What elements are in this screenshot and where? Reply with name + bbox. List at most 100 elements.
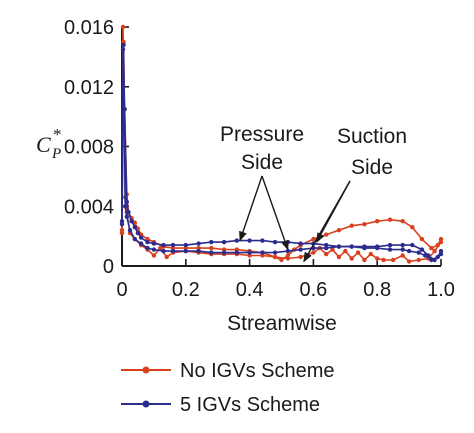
y-tick-label: 0.008	[64, 137, 114, 159]
data-point	[161, 248, 166, 254]
data-point	[121, 42, 126, 48]
data-point	[196, 248, 201, 254]
data-point	[406, 248, 412, 254]
data-point	[400, 253, 405, 258]
ticks-layer: 0 0.004 0.008 0.012 0.016 0 0.2 0.4 0.6 0.8 1.0	[64, 17, 455, 301]
data-point	[272, 239, 278, 245]
legend-swatch-no-igvs-marker	[142, 366, 150, 374]
data-point	[400, 242, 405, 248]
y-axis-title: C P *	[36, 125, 62, 162]
data-point	[221, 250, 227, 255]
data-point	[145, 245, 150, 251]
data-point	[161, 242, 166, 248]
data-point	[120, 24, 126, 30]
data-point	[151, 247, 157, 252]
data-point	[349, 256, 354, 261]
data-point	[221, 239, 227, 245]
data-point	[375, 256, 380, 261]
data-point	[298, 254, 303, 260]
data-point	[170, 242, 176, 248]
data-point	[170, 248, 176, 254]
data-point	[432, 257, 437, 263]
data-point	[119, 228, 125, 233]
data-point	[324, 245, 329, 251]
data-point	[138, 235, 144, 240]
legend: No IGVs Scheme 5 IGVs Scheme	[121, 360, 335, 416]
annotation-pressure-line-1: Pressure	[220, 123, 304, 146]
data-point	[247, 238, 252, 243]
data-point	[311, 250, 316, 255]
data-point	[362, 222, 367, 227]
data-point	[324, 251, 329, 257]
data-point	[375, 244, 380, 249]
data-point	[158, 245, 163, 251]
annotation-arrow	[315, 180, 351, 243]
series-line	[121, 44, 442, 262]
data-point	[336, 254, 342, 260]
y-tick-label: 0	[103, 256, 114, 278]
y-axis-title-sub: P	[51, 146, 61, 162]
annotation-suction-side: Suction Side	[337, 125, 407, 179]
data-point	[336, 228, 342, 233]
data-point	[279, 257, 284, 263]
data-point	[298, 241, 303, 246]
x-axis-title: Streamwise	[227, 312, 337, 335]
data-point	[119, 219, 125, 224]
data-point	[387, 242, 393, 248]
data-point	[429, 245, 434, 251]
data-point	[124, 214, 129, 219]
data-point	[336, 244, 342, 249]
data-point	[410, 225, 415, 230]
y-tick-label: 0.016	[64, 17, 114, 39]
x-tick-label: 0.8	[363, 279, 391, 301]
data-point	[127, 228, 133, 233]
data-point	[234, 250, 239, 255]
data-point	[362, 257, 367, 263]
x-tick-label: 0	[116, 279, 127, 301]
data-point	[416, 250, 421, 255]
data-point	[311, 236, 316, 242]
annotations-layer	[239, 175, 351, 263]
legend-label-no-igvs: No IGVs Scheme	[180, 360, 335, 382]
data-point	[387, 247, 393, 252]
data-point	[209, 239, 214, 245]
data-point	[272, 254, 278, 260]
data-point	[151, 241, 157, 246]
data-point	[145, 239, 150, 245]
data-point	[123, 204, 128, 209]
x-tick-label: 0.6	[299, 279, 327, 301]
data-point	[164, 254, 169, 260]
annotation-suction-line-2: Side	[351, 156, 393, 179]
data-point	[349, 244, 354, 249]
data-point	[362, 244, 367, 249]
data-point	[260, 250, 265, 255]
annotation-pressure-line-2: Side	[241, 151, 283, 174]
data-point	[135, 230, 141, 236]
y-axis-title-base: C	[36, 132, 51, 157]
data-point	[432, 248, 437, 254]
data-point	[368, 251, 373, 257]
data-point	[285, 256, 291, 261]
data-point	[426, 253, 431, 258]
series-layer	[119, 24, 444, 264]
data-point	[355, 250, 361, 255]
legend-swatch-5-igvs-marker	[142, 400, 150, 408]
y-axis-title-sup: *	[53, 125, 62, 144]
data-point	[400, 219, 405, 224]
annotation-arrow	[261, 175, 289, 251]
y-tick-label: 0.012	[64, 77, 114, 99]
data-point	[298, 247, 303, 252]
data-point	[410, 242, 415, 248]
data-point	[234, 238, 239, 243]
annotation-arrow	[239, 175, 263, 242]
data-point	[400, 247, 405, 252]
data-point	[209, 245, 214, 251]
data-point	[126, 210, 131, 215]
x-tick-label: 0.4	[236, 279, 264, 301]
data-point	[324, 232, 329, 237]
data-point	[387, 217, 393, 222]
data-point	[349, 223, 354, 228]
data-point	[416, 257, 421, 263]
